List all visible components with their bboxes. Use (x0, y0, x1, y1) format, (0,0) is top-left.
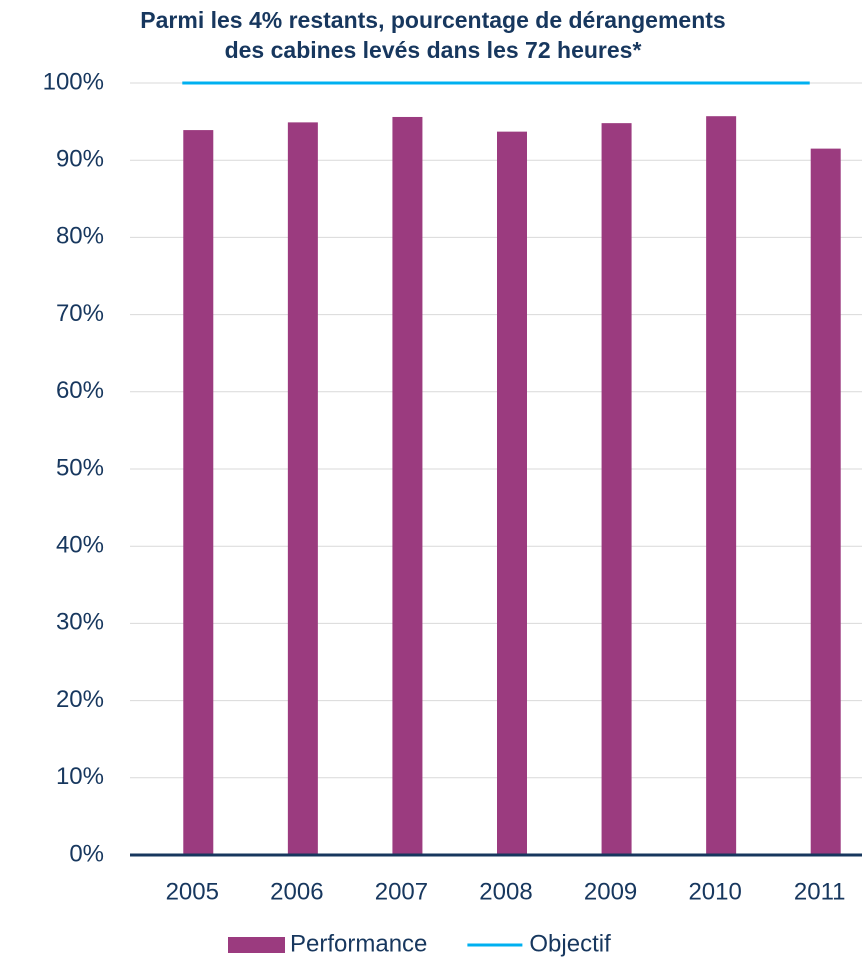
x-tick-label: 2011 (794, 878, 846, 905)
y-tick-label: 50% (56, 454, 104, 481)
y-tick-label: 100% (43, 68, 104, 95)
bar (497, 131, 527, 856)
y-tick-label: 80% (56, 223, 104, 250)
x-tick-label: 2006 (270, 878, 323, 905)
y-tick-label: 20% (56, 686, 104, 713)
x-tick-label: 2008 (479, 878, 532, 905)
y-tick-label: 60% (56, 377, 104, 404)
x-tick-label: 2009 (584, 878, 637, 905)
y-tick-label: 90% (56, 146, 104, 173)
x-tick-label: 2010 (688, 878, 741, 905)
bar (287, 122, 318, 855)
bar (706, 116, 737, 856)
x-tick-label: 2005 (166, 878, 219, 905)
legend-swatch (228, 937, 285, 953)
legend-label: Objectif (529, 930, 611, 957)
chart-title: des cabines levés dans les 72 heures* (225, 37, 642, 63)
legend-label: Performance (290, 930, 427, 957)
bar (183, 130, 214, 856)
x-tick-label: 2007 (375, 878, 428, 905)
bar (601, 123, 632, 856)
bar (392, 116, 423, 855)
y-tick-label: 30% (56, 609, 104, 636)
y-tick-label: 40% (56, 532, 104, 559)
y-tick-label: 10% (56, 763, 104, 790)
y-tick-label: 0% (69, 840, 104, 867)
bar (810, 148, 841, 855)
y-tick-label: 70% (56, 300, 104, 327)
chart-title: Parmi les 4% restants, pourcentage de dé… (140, 7, 725, 33)
